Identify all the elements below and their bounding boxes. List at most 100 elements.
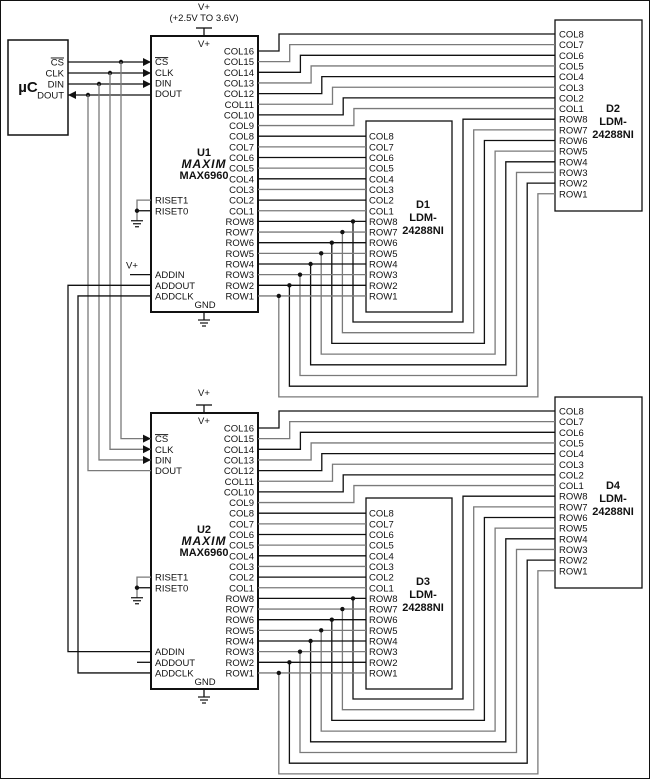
pin-col16: COL16: [224, 424, 254, 435]
col-wire: [258, 431, 555, 450]
addclk-wire: [77, 295, 151, 674]
row-wire: [278, 570, 555, 775]
display-part: LDM-: [599, 116, 627, 128]
junction-dot: [276, 670, 281, 676]
col-wire: [258, 86, 555, 105]
pin-col9: COL9: [229, 498, 254, 509]
display-pin-col8: COL8: [369, 132, 394, 143]
pin-row4: ROW4: [226, 260, 255, 271]
pin-row6: ROW6: [226, 615, 255, 626]
display-pin-row7: ROW7: [559, 502, 588, 513]
pin-col4: COL4: [229, 174, 254, 185]
col-wire: [258, 463, 555, 482]
pin-col1: COL1: [229, 583, 254, 594]
junction-dot: [297, 272, 303, 277]
pin-addout: ADDOUT: [155, 281, 195, 292]
vplus-pin-label: V+: [198, 39, 210, 50]
pin-col15: COL15: [224, 57, 254, 68]
display-pin-col5: COL5: [559, 61, 584, 72]
display-part: LDM-: [409, 212, 437, 224]
display-pin-col1: COL1: [559, 481, 584, 492]
pin-clk: CLK: [155, 445, 174, 456]
display-pin-col1: COL1: [369, 206, 394, 217]
col-wire: [258, 107, 555, 127]
junction-dot: [350, 219, 356, 224]
col-wire: [258, 442, 555, 461]
display-pin-col4: COL4: [369, 551, 394, 562]
riset-wire: [136, 199, 151, 221]
arrow-right-icon: [143, 434, 151, 443]
display-pin-col6: COL6: [369, 153, 394, 164]
row-wire: [299, 171, 555, 377]
col-wire: [258, 484, 555, 504]
driver-box-u1: [150, 35, 259, 313]
pin-row7: ROW7: [226, 228, 255, 239]
junction-dot: [276, 293, 281, 299]
display-pin-col3: COL3: [369, 562, 394, 573]
row-wire: [352, 118, 555, 323]
pin-col11: COL11: [225, 100, 254, 111]
pin-col7: COL7: [229, 519, 254, 530]
display-ref: D2: [606, 103, 620, 115]
pin-row6: ROW6: [226, 238, 255, 249]
row-wire: [299, 548, 555, 754]
display-part: 24288NI: [592, 506, 634, 518]
pin-row3: ROW3: [226, 647, 255, 658]
pin-col13: COL13: [224, 78, 254, 89]
display-pin-row7: ROW7: [559, 125, 588, 136]
display-pin-col3: COL3: [559, 460, 584, 471]
display-pin-row4: ROW4: [369, 637, 398, 648]
vplus-pin-label: V+: [198, 416, 210, 427]
row-wire: [352, 495, 555, 700]
supply-range-label: (+2.5V TO 3.6V): [169, 13, 238, 24]
col-wire: [258, 65, 555, 84]
arrow-right-icon: [143, 69, 151, 77]
pin-row5: ROW5: [226, 626, 255, 637]
display-pin-col6: COL6: [559, 428, 584, 439]
display-box-d2: [554, 19, 643, 212]
display-pin-col8: COL8: [559, 30, 584, 41]
display-pin-col2: COL2: [369, 573, 394, 584]
maxim-logo: MAXIM: [182, 157, 227, 171]
display-pin-col7: COL7: [559, 417, 584, 428]
row-wire: [288, 182, 555, 387]
display-box-d4: [554, 396, 643, 589]
mcu-pin-clk: CLK: [46, 69, 65, 80]
pin-row5: ROW5: [226, 249, 255, 260]
junction-dot: [134, 208, 140, 213]
col-wire: [258, 44, 555, 63]
display-pin-row1: ROW1: [369, 668, 398, 679]
display-part: LDM-: [599, 493, 627, 505]
pin-col2: COL2: [229, 196, 254, 207]
junction-dot: [308, 261, 313, 267]
pin-dout: DOUT: [155, 89, 182, 100]
pin-col6: COL6: [229, 530, 254, 541]
display-pin-row3: ROW3: [369, 647, 398, 658]
pin-col14: COL14: [224, 445, 254, 456]
pin-row2: ROW2: [226, 281, 255, 292]
junction-dot: [329, 617, 334, 622]
junction-dot: [319, 628, 324, 633]
pin-row7: ROW7: [226, 605, 255, 616]
pin-col12: COL12: [224, 466, 254, 477]
row-wire: [320, 527, 555, 732]
row-wire: [278, 193, 555, 398]
display-pin-row6: ROW6: [559, 513, 588, 524]
display-pin-col4: COL4: [559, 72, 584, 83]
display-pin-row3: ROW3: [369, 270, 398, 281]
pin-col15: COL15: [224, 434, 254, 445]
display-pin-row1: ROW1: [559, 189, 588, 200]
serial-bus-wire: [120, 62, 151, 440]
pin-col6: COL6: [229, 153, 254, 164]
display-pin-row6: ROW6: [369, 238, 398, 249]
display-part: 24288NI: [402, 225, 444, 237]
display-pin-col5: COL5: [369, 164, 394, 175]
junction-dot: [329, 240, 334, 245]
display-pin-col1: COL1: [369, 583, 394, 594]
pin-addclk: ADDCLK: [155, 668, 194, 679]
display-pin-col6: COL6: [369, 530, 394, 541]
pin-col10: COL10: [224, 487, 254, 498]
display-pin-row2: ROW2: [559, 179, 588, 190]
display-pin-row8: ROW8: [369, 594, 398, 605]
display-pin-row4: ROW4: [369, 260, 398, 271]
